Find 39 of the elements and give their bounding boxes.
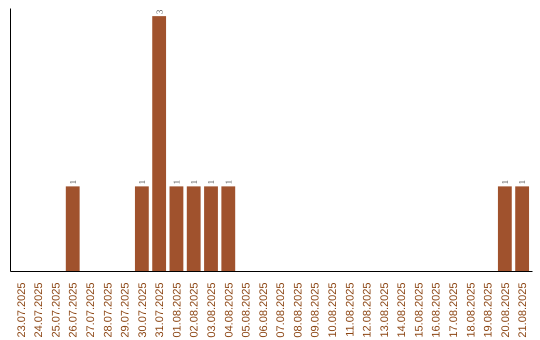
x-tick-label: 08.08.2025 — [292, 282, 304, 338]
x-tick-label: 25.07.2025 — [50, 282, 62, 338]
x-tick-label: 28.07.2025 — [102, 282, 114, 338]
x-tick-label: 14.08.2025 — [396, 282, 408, 338]
x-tick-label: 24.07.2025 — [33, 282, 46, 338]
x-tick-label: 18.08.2025 — [465, 282, 478, 338]
x-tick-label: 19.08.2025 — [482, 282, 495, 338]
x-tick-label: 15.08.2025 — [413, 282, 426, 338]
x-tick-label: 23.07.2025 — [16, 282, 28, 338]
data-label: 1 — [68, 180, 78, 184]
data-label: 1 — [223, 180, 234, 184]
data-label: 1 — [136, 180, 147, 184]
x-tick-label: 11.08.2025 — [344, 282, 356, 337]
x-tick-label: 05.08.2025 — [240, 282, 253, 338]
x-tick-label: 10.08.2025 — [326, 282, 339, 338]
x-tick-label: 31.07.2025 — [154, 282, 166, 338]
data-label: 3 — [154, 9, 164, 14]
data-label: 1 — [172, 180, 182, 184]
x-tick-label: 27.07.2025 — [85, 282, 98, 338]
x-tick-label: 30.07.2025 — [136, 282, 149, 338]
x-tick-label: 01.08.2025 — [171, 282, 184, 338]
x-tick-label: 17.08.2025 — [448, 282, 460, 338]
x-tick-label: 09.08.2025 — [310, 282, 322, 338]
x-tick-label: 21.08.2025 — [517, 282, 530, 338]
data-label: 1 — [517, 180, 528, 184]
x-tick-label: 03.08.2025 — [206, 282, 218, 338]
x-tick-label: 07.08.2025 — [275, 282, 288, 338]
data-label: 1 — [206, 180, 216, 184]
x-tick-label: 29.07.2025 — [120, 282, 132, 338]
x-tick-label: 20.08.2025 — [500, 282, 512, 338]
x-tick-label: 06.08.2025 — [258, 282, 270, 338]
x-tick-label: 26.07.2025 — [68, 282, 80, 338]
x-tick-label: 02.08.2025 — [188, 282, 201, 338]
x-tick-label: 12.08.2025 — [362, 282, 374, 338]
data-label: 1 — [188, 180, 199, 184]
x-tick-label: 04.08.2025 — [223, 282, 236, 338]
x-tick-label: 13.08.2025 — [378, 282, 391, 338]
data-label: 1 — [500, 180, 510, 184]
x-tick-label: 16.08.2025 — [430, 282, 443, 338]
